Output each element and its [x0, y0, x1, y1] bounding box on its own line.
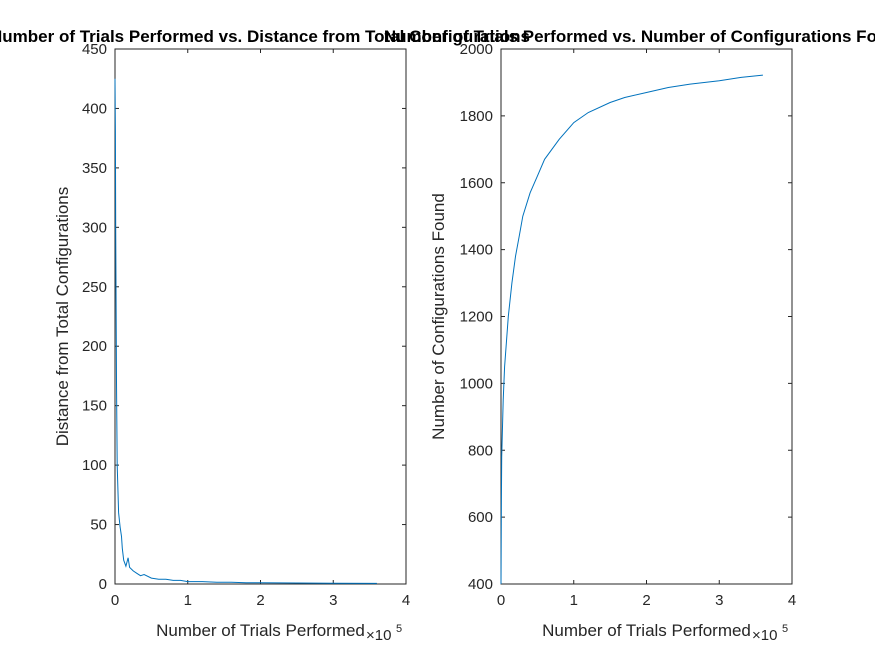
left-x-exponent: ×10: [366, 627, 391, 644]
left-y-tick-label: 300: [82, 219, 107, 236]
left-x-tick-label: 2: [256, 592, 264, 609]
left-x-tick-label: 3: [329, 592, 337, 609]
right-y-tick-label: 1800: [460, 108, 493, 125]
left-x-tick-label: 0: [111, 592, 119, 609]
right-x-tick-label: 0: [497, 592, 505, 609]
right-y-tick-label: 400: [468, 576, 493, 593]
left-x-exponent-power: 5: [396, 623, 402, 635]
left-y-tick-label: 50: [90, 517, 107, 534]
right-y-tick-label: 1000: [460, 375, 493, 392]
left-y-tick-label: 400: [82, 100, 107, 117]
right-x-exponent: ×10: [752, 627, 777, 644]
left-x-tick-label: 4: [402, 592, 410, 609]
right-y-tick-label: 1600: [460, 175, 493, 192]
right-x-tick-label: 2: [642, 592, 650, 609]
left-x-axis-label: Number of Trials Performed: [156, 621, 365, 640]
right-x-tick-label: 4: [788, 592, 796, 609]
left-y-tick-label: 250: [82, 279, 107, 296]
right-axes-box: [500, 48, 793, 585]
right-x-axis-label: Number of Trials Performed: [542, 621, 751, 640]
left-y-axis-label: Distance from Total Configurations: [53, 187, 72, 447]
left-chart-title: Number of Trials Performed vs. Distance …: [0, 27, 530, 46]
right-y-tick-label: 1400: [460, 242, 493, 259]
left-y-tick-label: 200: [82, 338, 107, 355]
right-x-tick-label: 1: [570, 592, 578, 609]
left-y-tick-label: 450: [82, 41, 107, 58]
left-series-line: [114, 78, 377, 584]
left-y-tick-label: 0: [99, 576, 107, 593]
right-y-axis-label: Number of Configurations Found: [429, 193, 448, 440]
right-y-tick-label: 2000: [460, 41, 493, 58]
right-x-tick-label: 3: [715, 592, 723, 609]
right-x-exponent-power: 5: [782, 623, 788, 635]
left-axes-box: [114, 48, 407, 585]
left-y-tick-label: 350: [82, 160, 107, 177]
right-y-tick-label: 800: [468, 442, 493, 459]
right-series-line: [500, 74, 763, 585]
left-chart: 0 1 2 3 4 0 50 100 150 200 250 300 350 400 450 Number o…: [53, 41, 410, 644]
left-x-tick-label: 1: [184, 592, 192, 609]
right-y-tick-label: 1200: [460, 309, 493, 326]
right-chart-title: Number of Trials Performed vs. Number of…: [384, 27, 875, 46]
left-y-tick-label: 150: [82, 398, 107, 415]
right-y-tick-label: 600: [468, 509, 493, 526]
right-chart: 0 1 2 3 4 400 600 800 1000 1200 1400 1600 1800 2000 Nu…: [429, 41, 796, 644]
left-y-tick-label: 100: [82, 457, 107, 474]
